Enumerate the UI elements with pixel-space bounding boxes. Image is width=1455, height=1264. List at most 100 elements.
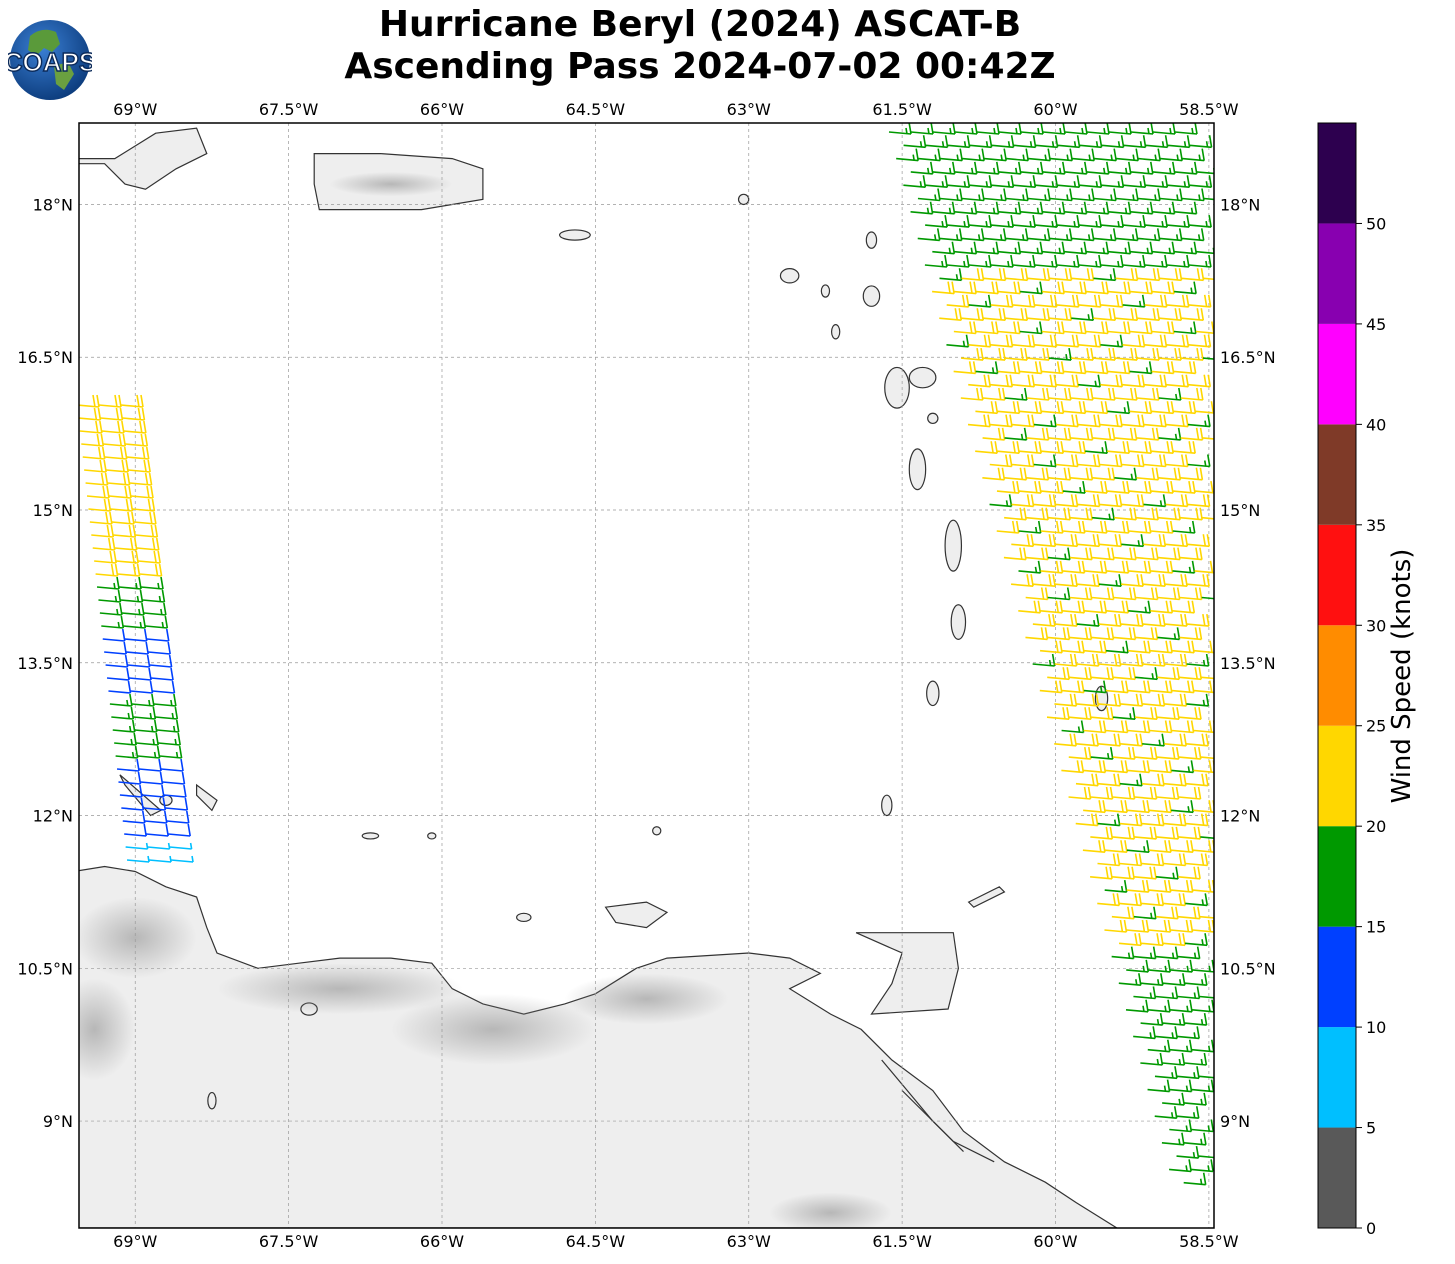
wind-barb: [989, 414, 1013, 428]
terrain-shade: [329, 171, 453, 197]
wind-barb: [1171, 680, 1195, 694]
wind-barb: [122, 407, 146, 421]
wind-barb: [1126, 919, 1150, 933]
wind-barb: [1070, 387, 1094, 401]
small-island: [908, 366, 937, 389]
wind-barb: [976, 281, 999, 295]
wind-barb: [1094, 148, 1117, 162]
small-island: [881, 794, 893, 817]
small-island: [884, 366, 910, 409]
longitude-tick-label-top: 63°W: [727, 100, 771, 119]
wind-barb: [1092, 387, 1116, 401]
latitude-tick-label-left: 15°N: [33, 501, 73, 520]
wind-barb: [1155, 1026, 1178, 1040]
wind-barb: [996, 480, 1020, 494]
wind-barb: [1121, 494, 1145, 508]
wind-barb: [1136, 387, 1160, 401]
latitude-tick-label-left: 18°N: [33, 195, 73, 214]
tobago: [967, 886, 1006, 908]
wind-barb: [1155, 906, 1179, 920]
colorbar-tick-label: 40: [1366, 415, 1386, 434]
wind-barb: [1174, 241, 1198, 255]
wind-barb: [1158, 507, 1181, 521]
wind-barb: [1126, 959, 1150, 973]
wind-barb: [1165, 574, 1188, 587]
wind-barb: [139, 563, 163, 577]
wind-barb: [1135, 547, 1159, 561]
wind-barb: [1084, 560, 1108, 574]
wind-barb: [1108, 161, 1132, 175]
wind-barb: [1018, 480, 1042, 494]
wind-barb: [990, 254, 1014, 268]
wind-barb: [1064, 201, 1088, 215]
wind-barb: [1174, 123, 1198, 135]
wind-barb: [1042, 201, 1066, 215]
wind-barb: [1177, 906, 1201, 920]
wind-barb: [1187, 414, 1211, 428]
wind-barb: [1056, 294, 1080, 308]
wind-barb: [79, 420, 103, 434]
wind-barb: [1200, 836, 1214, 839]
wind-barb: [1163, 773, 1187, 787]
wind-barb: [969, 175, 993, 188]
wind-barb: [1047, 547, 1071, 561]
wind-barb: [1135, 587, 1159, 601]
wind-barb: [1047, 667, 1071, 681]
wind-barb: [1165, 534, 1189, 548]
wind-barb: [1086, 201, 1110, 215]
wind-barb: [1056, 254, 1080, 268]
wind-barb: [141, 784, 165, 798]
wind-barb: [88, 498, 112, 512]
wind-barb: [998, 161, 1022, 175]
wind-barb: [1063, 441, 1086, 454]
wind-barb: [1101, 135, 1125, 149]
wind-barb: [1181, 188, 1205, 202]
wind-barb: [1157, 627, 1181, 641]
wind-barb: [1134, 866, 1157, 880]
wind-barb: [947, 214, 970, 228]
wind-barb: [1121, 574, 1144, 587]
wind-barb: [1011, 454, 1035, 468]
wind-barb: [1122, 254, 1146, 268]
wind-barb: [1178, 866, 1201, 880]
wind-barb: [1169, 999, 1193, 1013]
wind-barb: [991, 214, 1014, 228]
wind-barb: [1149, 640, 1173, 654]
wind-barb: [997, 401, 1021, 415]
wind-barb: [997, 321, 1021, 335]
wind-barb: [1063, 361, 1087, 375]
wind-barb: [1092, 347, 1116, 361]
wind-barb: [1158, 387, 1182, 401]
wind-barb: [1057, 135, 1081, 149]
wind-barb: [1141, 813, 1165, 827]
wind-barb: [1077, 494, 1101, 508]
wind-barb: [1082, 840, 1106, 853]
wind-barb: [1191, 999, 1214, 1013]
wind-barb: [1198, 1075, 1214, 1079]
wind-barb: [1020, 241, 1044, 255]
wind-barb: [1083, 760, 1107, 774]
wind-barb: [1120, 733, 1143, 747]
wind-barb: [1011, 494, 1035, 508]
wind-barb: [1033, 414, 1057, 428]
wind-barb: [1123, 135, 1147, 149]
wind-barb: [133, 511, 157, 525]
wind-barb: [1005, 228, 1029, 242]
wind-barb: [1028, 148, 1051, 162]
wind-barb: [1100, 294, 1124, 308]
wind-barb: [156, 719, 180, 733]
wind-barb: [1068, 707, 1092, 720]
wind-barb: [1106, 480, 1130, 494]
wind-barb: [1063, 321, 1087, 335]
wind-barb: [1114, 347, 1138, 361]
wind-barb: [998, 281, 1021, 295]
wind-barb: [1122, 374, 1146, 388]
wind-barb: [1174, 161, 1198, 175]
small-island: [927, 412, 939, 425]
wind-barb: [1011, 414, 1035, 428]
wind-barb: [975, 401, 999, 415]
wind-barb: [114, 732, 137, 746]
wind-barb: [1191, 1119, 1214, 1133]
wind-barb: [1194, 560, 1214, 574]
wind-barb: [1185, 893, 1209, 907]
